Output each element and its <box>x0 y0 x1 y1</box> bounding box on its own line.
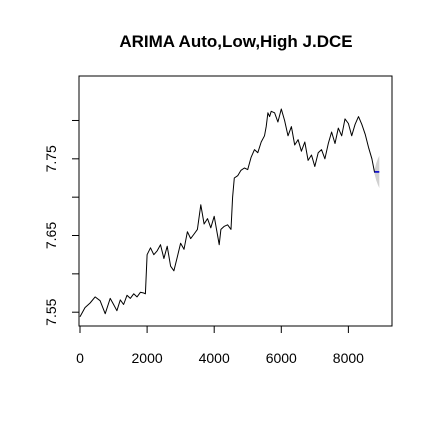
series-lines <box>79 108 380 318</box>
x-tick-label: 8000 <box>333 350 364 366</box>
x-tick-label: 2000 <box>132 350 163 366</box>
x-tick-label: 0 <box>76 350 84 366</box>
y-axis: 7.55 7.65 7.75 <box>43 119 80 326</box>
chart-title: ARIMA Auto,Low,High J.DCE <box>119 32 352 51</box>
y-tick-label: 7.75 <box>43 145 59 172</box>
x-axis: 0 2000 4000 6000 8000 <box>76 325 364 366</box>
y-tick-label: 7.55 <box>43 298 59 325</box>
series-line-observed <box>79 108 376 318</box>
plot-frame <box>78 75 393 327</box>
x-tick-label: 4000 <box>199 350 230 366</box>
x-tick-label: 6000 <box>266 350 297 366</box>
y-tick-label: 7.65 <box>43 222 59 249</box>
